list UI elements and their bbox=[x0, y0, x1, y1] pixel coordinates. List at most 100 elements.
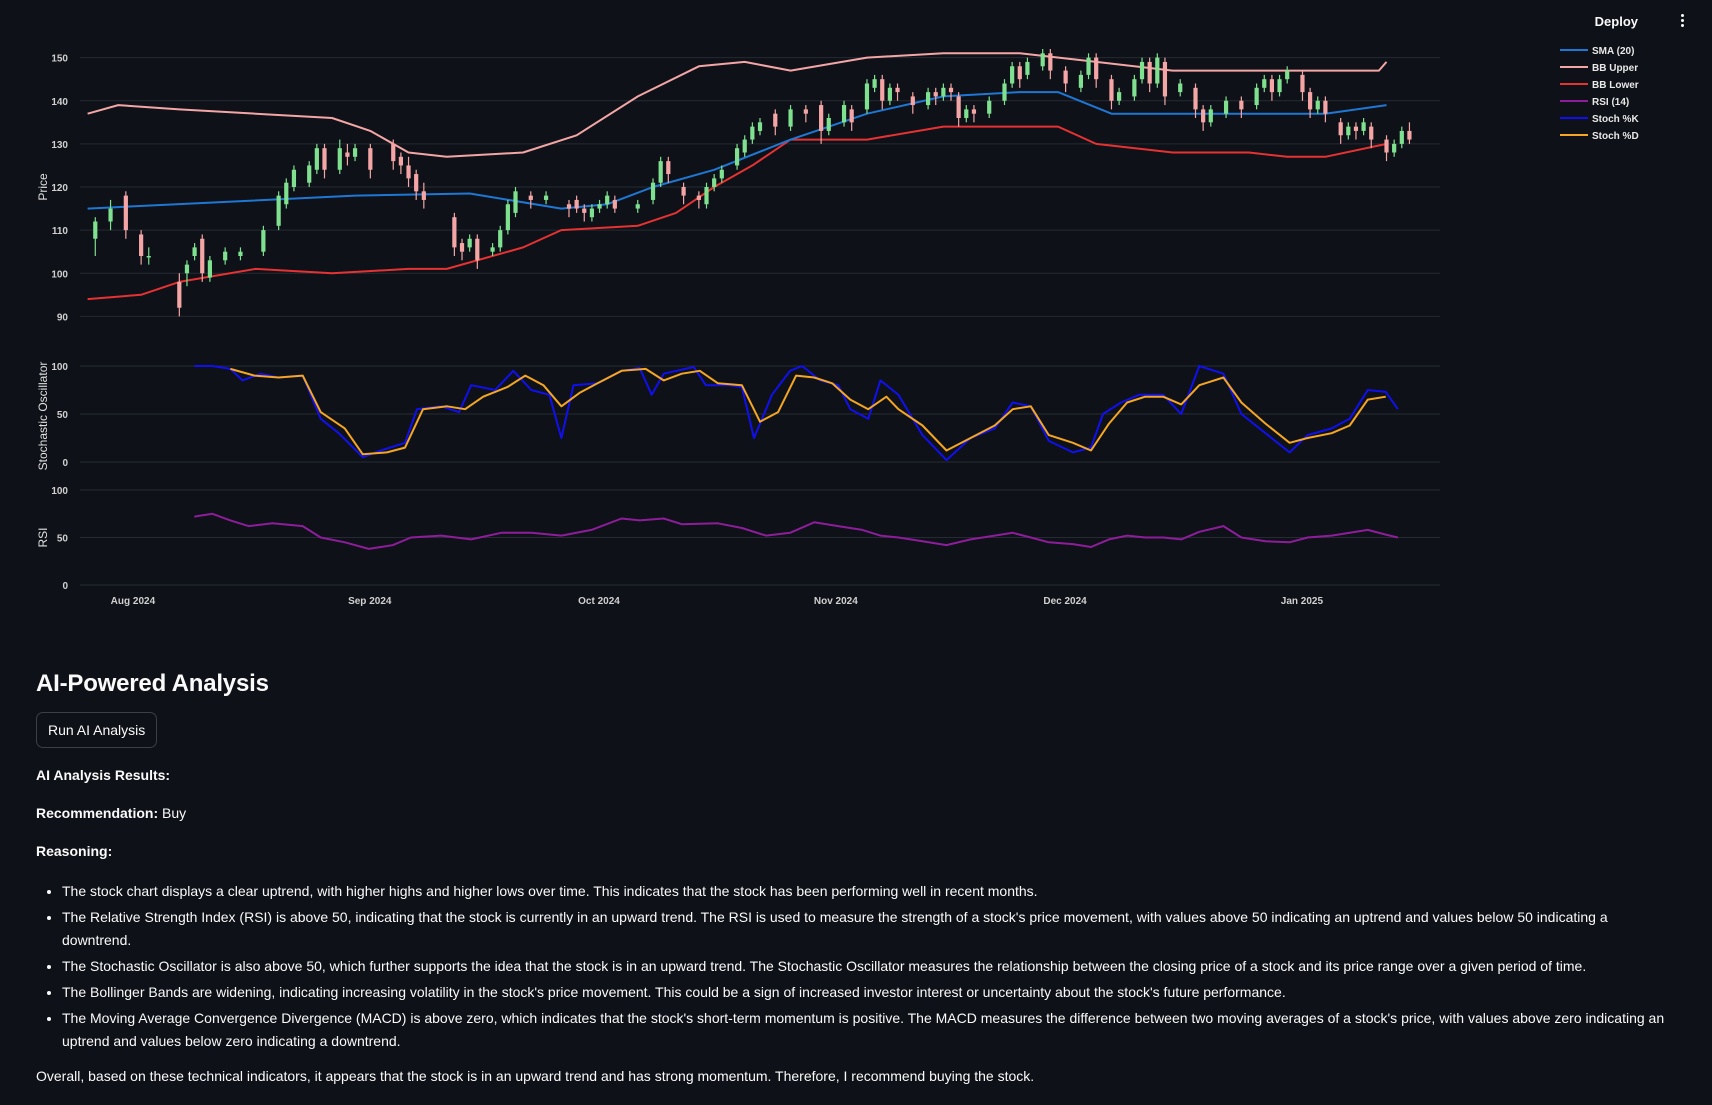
stock-chart[interactable]: 90 100 110 120 130 140 150 0 50 100 0 50 100 Price Sto… bbox=[0, 0, 1712, 620]
candle-up bbox=[498, 230, 503, 248]
candle-down bbox=[1193, 87, 1198, 110]
candle-up bbox=[750, 126, 755, 140]
candle-up bbox=[108, 208, 113, 222]
candle-up bbox=[352, 148, 358, 157]
candle-down bbox=[948, 87, 954, 93]
x-tick-label: Sep 2024 bbox=[348, 596, 392, 607]
candle-up bbox=[941, 87, 946, 97]
candle-down bbox=[528, 195, 533, 200]
candle-down bbox=[819, 105, 824, 131]
candle-up bbox=[146, 256, 151, 258]
candle-down bbox=[1063, 70, 1068, 84]
candle-up bbox=[1277, 79, 1282, 93]
candle-down bbox=[1147, 61, 1152, 84]
x-tick-label: Jan 2025 bbox=[1281, 596, 1324, 607]
candle-up bbox=[841, 105, 847, 123]
candle-up bbox=[1315, 100, 1320, 110]
legend-entry: RSI (14) bbox=[1592, 97, 1629, 108]
conclusion-text: Overall, based on these technical indica… bbox=[36, 1068, 1035, 1084]
candle-down bbox=[1308, 92, 1313, 110]
candle-up bbox=[467, 238, 472, 248]
reasoning-item: The Relative Strength Index (RSI) is abo… bbox=[62, 906, 1676, 952]
candle-down bbox=[574, 199, 579, 209]
candle-down bbox=[1269, 79, 1275, 93]
candle-up bbox=[1392, 143, 1397, 153]
candle-up bbox=[1262, 79, 1267, 88]
deploy-button[interactable]: Deploy bbox=[1594, 14, 1638, 29]
candle-up bbox=[1132, 79, 1137, 97]
candle-down bbox=[345, 152, 350, 157]
y-tick-label: 0 bbox=[62, 581, 68, 592]
candle-up bbox=[1086, 57, 1091, 75]
candle-up bbox=[307, 165, 312, 183]
candle-up bbox=[1399, 130, 1404, 144]
candle-down bbox=[956, 96, 961, 118]
candle-up bbox=[1361, 122, 1366, 131]
y-tick-label: 90 bbox=[57, 312, 69, 323]
y-axis-title: Price bbox=[36, 173, 50, 201]
candle-down bbox=[421, 191, 426, 200]
candle-up bbox=[1025, 61, 1030, 75]
candle-up bbox=[505, 204, 510, 231]
candle-down bbox=[971, 109, 977, 114]
candle-up bbox=[1010, 66, 1015, 84]
candle-down bbox=[612, 199, 617, 209]
candle-down bbox=[933, 92, 938, 97]
candle-up bbox=[1346, 126, 1351, 136]
candle-down bbox=[177, 281, 182, 308]
candle-up bbox=[490, 247, 495, 252]
chart-svg[interactable]: 90 100 110 120 130 140 150 0 50 100 0 50 100 Price Sto… bbox=[0, 0, 1712, 620]
run-ai-analysis-button[interactable]: Run AI Analysis bbox=[36, 712, 158, 748]
candle-down bbox=[1323, 100, 1328, 114]
vertical-ellipsis-icon[interactable] bbox=[1676, 12, 1688, 30]
candle-up bbox=[864, 83, 870, 110]
stoch-d-line bbox=[230, 367, 1386, 456]
candle-up bbox=[964, 109, 969, 118]
candle-up bbox=[826, 118, 831, 131]
rsi-line bbox=[194, 512, 1399, 550]
candle-down bbox=[123, 195, 128, 231]
candle-down bbox=[696, 195, 701, 200]
recommendation-line: Recommendation: Buy bbox=[36, 804, 1676, 822]
candle-down bbox=[452, 217, 457, 248]
legend-entry: Stoch %K bbox=[1592, 114, 1639, 125]
candle-up bbox=[635, 204, 640, 209]
candle-up bbox=[192, 247, 197, 256]
candle-up bbox=[1155, 57, 1160, 84]
candle-down bbox=[475, 238, 480, 261]
candle-up bbox=[223, 251, 228, 261]
legend-entry: Stoch %D bbox=[1592, 131, 1639, 142]
candle-down bbox=[1017, 66, 1022, 80]
reasoning-label: Reasoning: bbox=[36, 843, 113, 859]
candle-up bbox=[589, 208, 595, 218]
candle-up bbox=[93, 221, 98, 239]
candle-down bbox=[322, 148, 327, 170]
candle-up bbox=[734, 148, 740, 166]
y-axis-title: Stochastic Oscillator bbox=[36, 362, 50, 471]
candle-up bbox=[314, 148, 319, 170]
x-tick-label: Aug 2024 bbox=[111, 596, 156, 607]
y-tick-label: 120 bbox=[51, 183, 68, 194]
y-axis-title: RSI bbox=[36, 527, 50, 547]
stoch-k-line bbox=[194, 365, 1399, 462]
x-tick-label: Nov 2024 bbox=[814, 596, 858, 607]
y-tick-label: 130 bbox=[51, 140, 68, 151]
candle-up bbox=[1139, 61, 1145, 80]
candle-up bbox=[704, 187, 709, 205]
candle-up bbox=[337, 148, 342, 170]
candle-down bbox=[849, 109, 854, 123]
x-tick-label: Oct 2024 bbox=[578, 596, 620, 607]
reasoning-item: The stock chart displays a clear uptrend… bbox=[62, 880, 1676, 903]
x-tick-label: Dec 2024 bbox=[1043, 596, 1087, 607]
reasoning-heading: Reasoning: bbox=[36, 842, 1676, 860]
candle-down bbox=[398, 156, 403, 166]
y-tick-label: 150 bbox=[51, 54, 68, 65]
y-tick-label: 50 bbox=[57, 534, 69, 545]
bb-lower-line bbox=[87, 125, 1387, 301]
analysis-section: AI-Powered Analysis Run AI Analysis AI A… bbox=[36, 670, 1676, 1105]
reasoning-item: The Bollinger Bands are widening, indica… bbox=[62, 981, 1676, 1004]
candle-up bbox=[658, 161, 663, 183]
candle-down bbox=[1300, 74, 1305, 93]
candle-up bbox=[1223, 100, 1229, 114]
y-tick-label: 50 bbox=[57, 410, 69, 421]
